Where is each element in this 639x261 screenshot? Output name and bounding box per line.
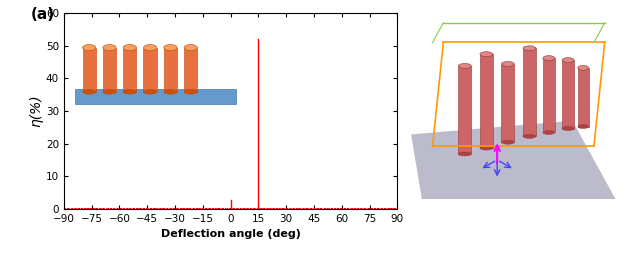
Ellipse shape bbox=[123, 45, 137, 51]
FancyBboxPatch shape bbox=[103, 48, 116, 92]
FancyBboxPatch shape bbox=[164, 48, 177, 92]
Ellipse shape bbox=[123, 89, 137, 94]
Ellipse shape bbox=[578, 66, 589, 70]
Ellipse shape bbox=[502, 62, 514, 66]
Ellipse shape bbox=[143, 89, 157, 94]
FancyBboxPatch shape bbox=[458, 66, 472, 154]
Ellipse shape bbox=[480, 146, 493, 150]
Y-axis label: η(%): η(%) bbox=[29, 95, 43, 127]
Text: (b): (b) bbox=[420, 19, 444, 34]
FancyBboxPatch shape bbox=[578, 68, 589, 127]
Ellipse shape bbox=[458, 63, 472, 68]
Ellipse shape bbox=[184, 89, 197, 94]
Ellipse shape bbox=[103, 89, 116, 94]
Ellipse shape bbox=[523, 134, 536, 138]
Ellipse shape bbox=[543, 56, 555, 61]
Polygon shape bbox=[75, 90, 236, 104]
Ellipse shape bbox=[480, 52, 493, 57]
FancyBboxPatch shape bbox=[480, 54, 493, 148]
Ellipse shape bbox=[458, 152, 472, 156]
Ellipse shape bbox=[578, 124, 589, 128]
FancyBboxPatch shape bbox=[523, 48, 536, 136]
FancyBboxPatch shape bbox=[143, 48, 157, 92]
Ellipse shape bbox=[523, 46, 536, 51]
FancyBboxPatch shape bbox=[82, 48, 96, 92]
X-axis label: Deflection angle (deg): Deflection angle (deg) bbox=[160, 229, 300, 239]
FancyBboxPatch shape bbox=[502, 64, 514, 142]
Ellipse shape bbox=[82, 45, 96, 51]
Ellipse shape bbox=[184, 45, 197, 51]
Ellipse shape bbox=[143, 45, 157, 51]
Ellipse shape bbox=[502, 140, 514, 144]
Text: (a): (a) bbox=[31, 7, 55, 22]
Ellipse shape bbox=[562, 127, 574, 130]
FancyBboxPatch shape bbox=[562, 60, 574, 129]
FancyBboxPatch shape bbox=[184, 48, 197, 92]
Ellipse shape bbox=[543, 130, 555, 134]
Ellipse shape bbox=[164, 89, 177, 94]
Ellipse shape bbox=[103, 45, 116, 51]
Ellipse shape bbox=[562, 58, 574, 62]
Polygon shape bbox=[411, 121, 615, 199]
Ellipse shape bbox=[164, 45, 177, 51]
FancyBboxPatch shape bbox=[543, 58, 555, 132]
Ellipse shape bbox=[82, 89, 96, 94]
FancyBboxPatch shape bbox=[123, 48, 137, 92]
